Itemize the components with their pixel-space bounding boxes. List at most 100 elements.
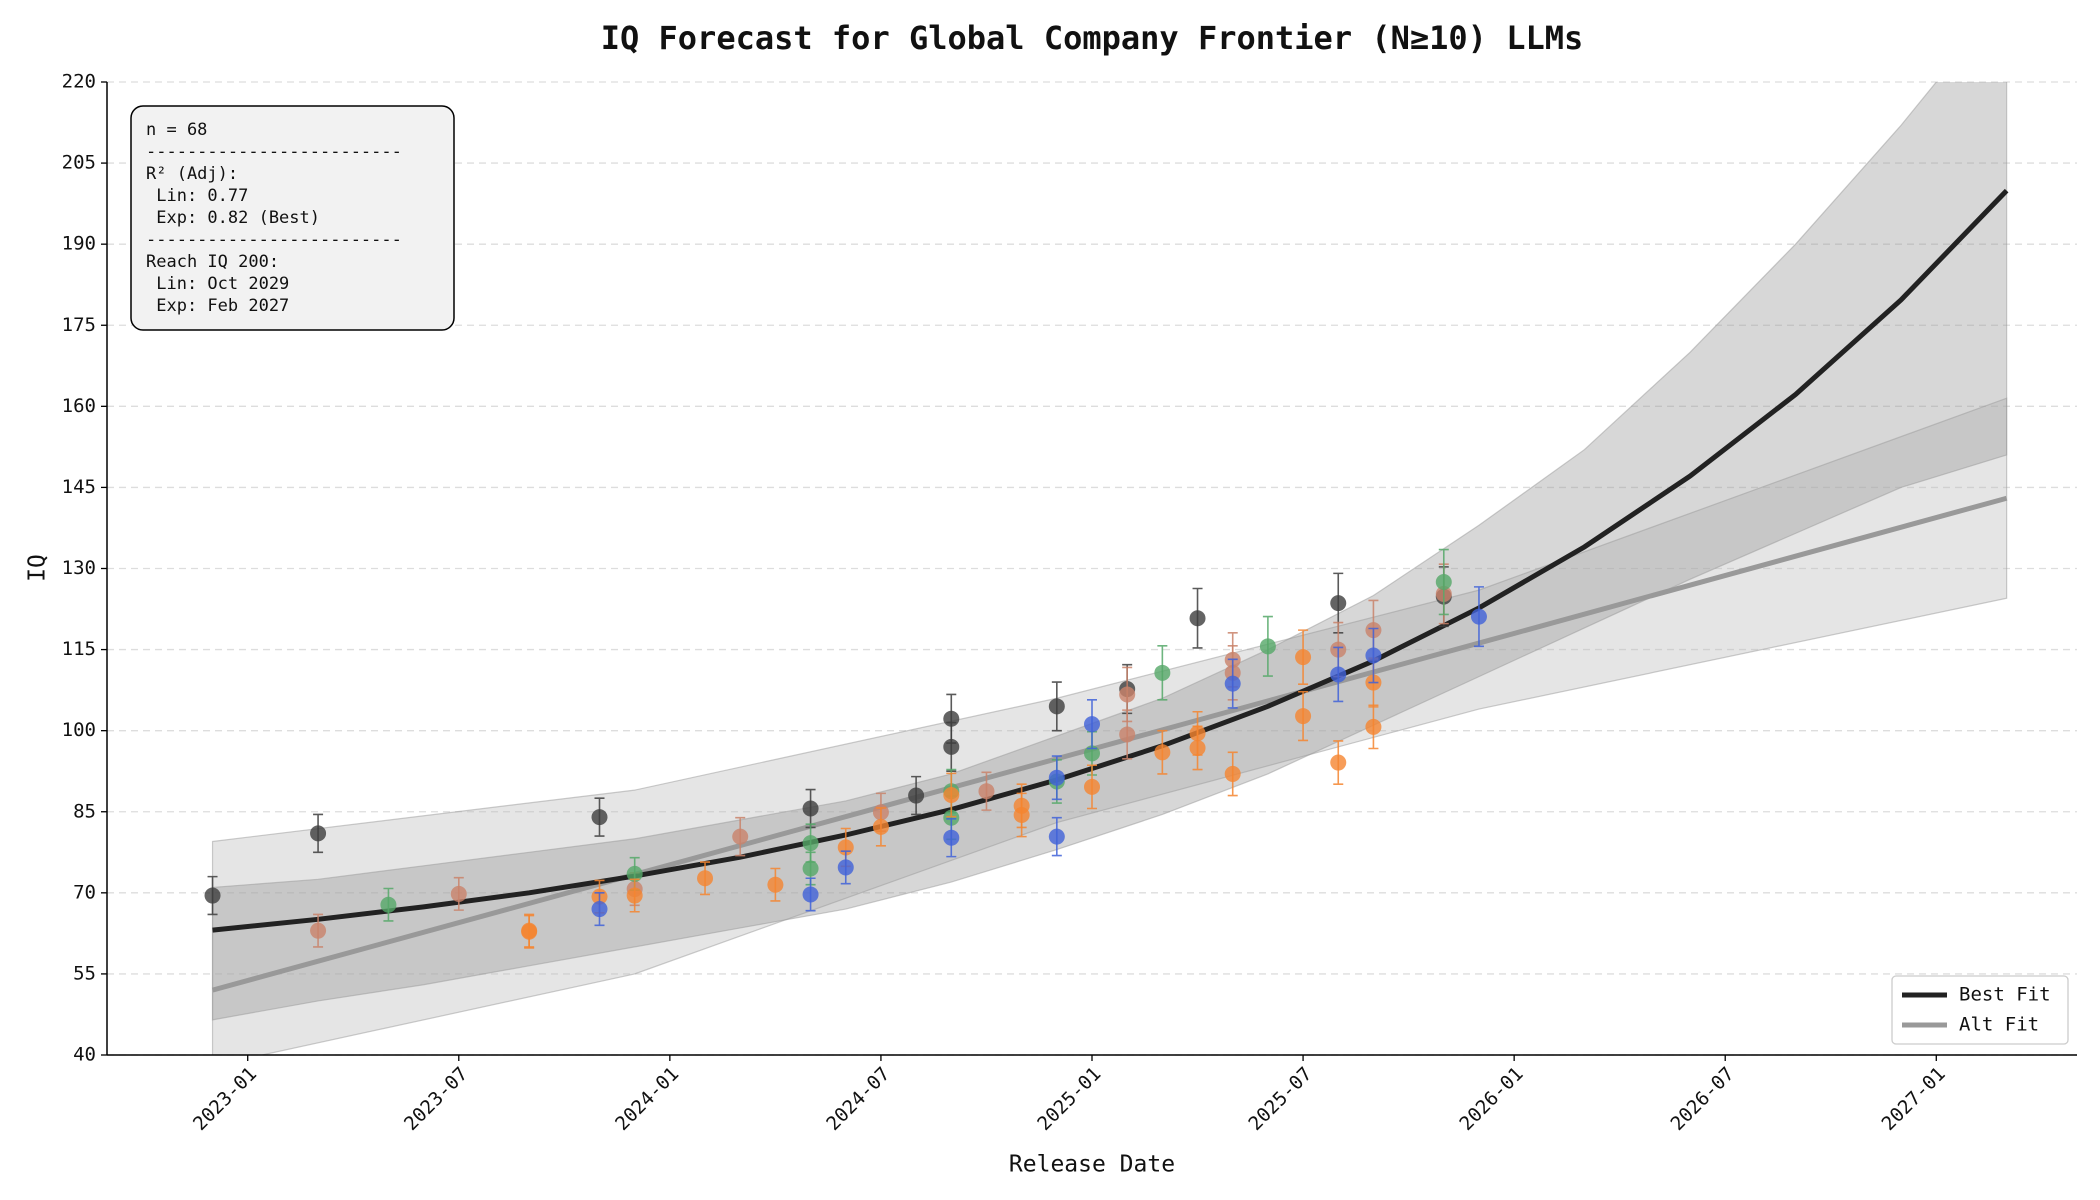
point: [1330, 595, 1347, 612]
point: [1330, 754, 1347, 771]
point: [1084, 716, 1100, 733]
point: [943, 829, 960, 846]
data-point: [1189, 587, 1206, 649]
point: [1295, 708, 1312, 725]
y-tick-label: 205: [62, 152, 96, 174]
data-point: [732, 816, 749, 857]
data-point: [380, 887, 397, 922]
point: [1084, 745, 1100, 762]
data-point: [310, 913, 327, 948]
point: [1224, 765, 1241, 782]
stats-box-line: Lin: 0.77: [146, 186, 248, 206]
data-point: [1189, 725, 1206, 771]
data-point: [1330, 646, 1347, 703]
y-tick-label: 55: [73, 962, 96, 984]
data-point: [204, 875, 221, 916]
point: [1330, 666, 1347, 683]
data-point: [626, 878, 643, 913]
chart-title: IQ Forecast for Global Company Frontier …: [601, 19, 1584, 57]
fit-line: [212, 188, 2009, 933]
data-point: [1084, 764, 1100, 810]
data-point: [837, 850, 854, 885]
y-tick-label: 190: [62, 233, 96, 255]
point: [1259, 638, 1276, 655]
point: [1119, 686, 1136, 703]
data-point: [1435, 548, 1452, 616]
x-axis-label: Release Date: [1009, 1152, 1175, 1178]
data-point: [943, 817, 960, 858]
point: [450, 885, 467, 902]
stats-box-line: Lin: Oct 2029: [146, 274, 289, 294]
data-point: [908, 775, 925, 816]
point: [802, 800, 819, 817]
point: [802, 835, 819, 852]
data-point: [1259, 615, 1276, 677]
point: [1224, 675, 1241, 692]
point: [1154, 664, 1171, 681]
stats-box-line: R² (Adj):: [146, 164, 238, 184]
point: [1084, 778, 1100, 795]
y-tick-label: 145: [62, 476, 96, 498]
y-tick-label: 115: [62, 638, 96, 660]
stats-box-line: -------------------------: [146, 230, 402, 250]
point: [1365, 718, 1382, 735]
point: [591, 901, 608, 918]
data-point: [521, 914, 538, 949]
point: [310, 825, 327, 842]
data-point: [1224, 751, 1241, 797]
point: [1048, 698, 1065, 715]
point: [767, 876, 784, 893]
stats-box-line: Reach IQ 200:: [146, 252, 279, 272]
point: [1189, 610, 1206, 627]
point: [204, 887, 221, 904]
data-point: [1365, 627, 1382, 684]
data-point: [802, 788, 819, 829]
data-point: [1470, 586, 1487, 648]
data-point: [1048, 755, 1065, 801]
point: [732, 828, 749, 845]
point: [1365, 647, 1382, 664]
y-tick-label: 70: [73, 881, 96, 903]
y-tick-label: 160: [62, 395, 96, 417]
stats-box-line: n = 68: [146, 120, 207, 140]
point: [802, 886, 819, 903]
legend-label: Best Fit: [1959, 984, 2051, 1006]
y-tick-label: 85: [73, 800, 96, 822]
point: [943, 786, 960, 803]
data-point: [1330, 740, 1347, 785]
point: [591, 809, 608, 826]
point: [521, 923, 538, 940]
y-tick-label: 40: [73, 1044, 96, 1066]
data-point: [450, 876, 467, 911]
data-point: [591, 892, 608, 927]
data-point: [697, 861, 714, 896]
stats-box-line: Exp: Feb 2027: [146, 296, 289, 316]
data-point: [1295, 690, 1312, 742]
y-tick-label: 175: [62, 314, 96, 336]
point: [1295, 649, 1312, 666]
point: [1048, 769, 1065, 786]
point: [1189, 739, 1206, 756]
stats-box-frame: [130, 105, 455, 331]
data-point: [1048, 816, 1065, 857]
point: [1119, 726, 1136, 743]
data-point: [1365, 704, 1382, 750]
data-point: [1224, 658, 1241, 709]
point: [978, 783, 995, 800]
point: [1435, 574, 1452, 591]
y-axis-label: IQ: [25, 554, 51, 582]
data-point: [1084, 699, 1100, 750]
point: [872, 818, 889, 835]
point: [626, 865, 643, 882]
data-point: [1013, 792, 1030, 838]
point: [626, 887, 643, 904]
points: [204, 548, 1487, 949]
stats-box-line: -------------------------: [146, 142, 402, 162]
point: [697, 870, 714, 887]
data-point: [591, 797, 608, 837]
legend-label: Alt Fit: [1959, 1014, 2039, 1036]
stats-box: n = 68-------------------------R² (Adj):…: [130, 105, 455, 331]
data-point: [1048, 681, 1065, 732]
point: [837, 859, 854, 876]
data-point: [767, 867, 784, 902]
